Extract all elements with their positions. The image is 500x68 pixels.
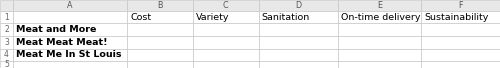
Bar: [338, 23, 421, 36]
Bar: [193, 61, 258, 68]
Bar: [13, 11, 127, 23]
Bar: [0, 61, 13, 68]
Bar: [13, 23, 127, 36]
Text: F: F: [458, 1, 463, 10]
Text: 5: 5: [4, 60, 9, 68]
Text: Sustainability: Sustainability: [424, 13, 488, 21]
Bar: [421, 36, 500, 49]
Bar: [13, 61, 127, 68]
Bar: [193, 36, 258, 49]
Text: 3: 3: [4, 38, 9, 47]
Bar: [258, 11, 338, 23]
Bar: [338, 49, 421, 61]
Text: On-time delivery: On-time delivery: [340, 13, 420, 21]
Text: 1: 1: [4, 13, 9, 21]
Bar: [421, 0, 500, 11]
Text: A: A: [68, 1, 73, 10]
Bar: [13, 36, 127, 49]
Bar: [13, 0, 127, 11]
Bar: [338, 61, 421, 68]
Text: D: D: [295, 1, 301, 10]
Bar: [127, 11, 193, 23]
Text: C: C: [223, 1, 228, 10]
Bar: [193, 11, 258, 23]
Bar: [0, 23, 13, 36]
Text: B: B: [157, 1, 162, 10]
Text: 2: 2: [4, 25, 9, 34]
Bar: [127, 23, 193, 36]
Text: 4: 4: [4, 50, 9, 59]
Bar: [193, 49, 258, 61]
Bar: [258, 23, 338, 36]
Text: Meat Meat Meat!: Meat Meat Meat!: [16, 38, 108, 47]
Bar: [258, 0, 338, 11]
Bar: [421, 49, 500, 61]
Text: Meat Me In St Louis: Meat Me In St Louis: [16, 50, 122, 59]
Text: Cost: Cost: [130, 13, 151, 21]
Bar: [421, 23, 500, 36]
Bar: [193, 0, 258, 11]
Bar: [127, 61, 193, 68]
Bar: [127, 49, 193, 61]
Bar: [127, 36, 193, 49]
Bar: [13, 49, 127, 61]
Text: Variety: Variety: [196, 13, 230, 21]
Text: Meat and More: Meat and More: [16, 25, 96, 34]
Bar: [421, 61, 500, 68]
Bar: [258, 36, 338, 49]
Bar: [0, 0, 13, 11]
Bar: [338, 36, 421, 49]
Bar: [421, 11, 500, 23]
Text: E: E: [377, 1, 382, 10]
Bar: [0, 11, 13, 23]
Bar: [258, 61, 338, 68]
Bar: [338, 0, 421, 11]
Bar: [338, 11, 421, 23]
Bar: [0, 36, 13, 49]
Bar: [0, 49, 13, 61]
Bar: [127, 0, 193, 11]
Text: Sanitation: Sanitation: [262, 13, 310, 21]
Bar: [258, 49, 338, 61]
Bar: [193, 23, 258, 36]
